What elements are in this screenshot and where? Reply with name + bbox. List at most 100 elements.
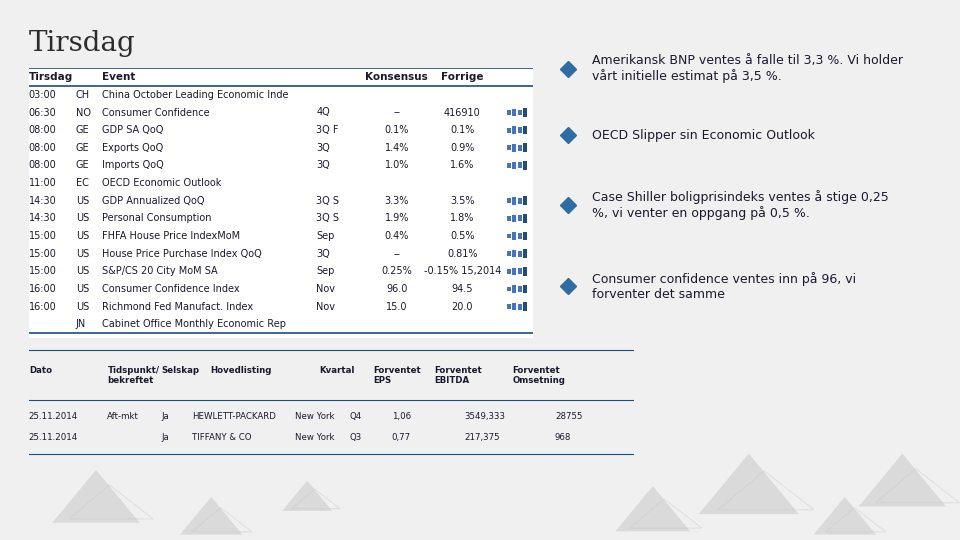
Text: NO: NO bbox=[76, 107, 90, 118]
Bar bbox=[507, 304, 511, 309]
Text: Cabinet Office Monthly Economic Rep: Cabinet Office Monthly Economic Rep bbox=[102, 319, 286, 329]
Text: Sep: Sep bbox=[316, 231, 334, 241]
Text: 15:00: 15:00 bbox=[29, 249, 57, 259]
Text: 3Q: 3Q bbox=[316, 160, 330, 171]
Bar bbox=[523, 267, 527, 275]
Text: 1.0%: 1.0% bbox=[385, 160, 409, 171]
Text: 16:00: 16:00 bbox=[29, 302, 57, 312]
Bar bbox=[517, 215, 521, 221]
Bar bbox=[517, 145, 521, 151]
Text: New York: New York bbox=[295, 434, 334, 442]
Bar bbox=[507, 198, 511, 203]
Text: 968: 968 bbox=[555, 434, 571, 442]
Text: 0.4%: 0.4% bbox=[385, 231, 409, 241]
Bar bbox=[523, 197, 527, 205]
Polygon shape bbox=[52, 470, 140, 523]
Text: House Price Purchase Index QoQ: House Price Purchase Index QoQ bbox=[102, 249, 262, 259]
Bar bbox=[523, 126, 527, 134]
Text: 08:00: 08:00 bbox=[29, 160, 57, 171]
Text: Konsensus: Konsensus bbox=[366, 72, 428, 82]
Bar bbox=[517, 286, 521, 292]
Bar bbox=[512, 161, 516, 169]
Text: New York: New York bbox=[295, 412, 334, 421]
Text: Kvartal: Kvartal bbox=[319, 366, 354, 375]
Text: 03:00: 03:00 bbox=[29, 90, 57, 100]
Text: Aft-mkt: Aft-mkt bbox=[108, 412, 139, 421]
Bar bbox=[507, 234, 511, 239]
Text: 4Q: 4Q bbox=[316, 107, 330, 118]
Polygon shape bbox=[699, 454, 799, 514]
Text: --: -- bbox=[394, 249, 400, 259]
Bar bbox=[523, 249, 527, 258]
Bar bbox=[507, 251, 511, 256]
Text: GE: GE bbox=[76, 125, 89, 135]
Bar bbox=[523, 232, 527, 240]
Bar bbox=[523, 302, 527, 311]
Bar bbox=[523, 144, 527, 152]
Text: 3549,333: 3549,333 bbox=[465, 412, 505, 421]
Text: Forventet
Omsetning: Forventet Omsetning bbox=[513, 366, 565, 385]
Bar bbox=[507, 269, 511, 274]
Bar bbox=[517, 268, 521, 274]
Text: US: US bbox=[76, 284, 89, 294]
Text: 1.9%: 1.9% bbox=[385, 213, 409, 224]
Bar bbox=[512, 126, 516, 134]
Text: 08:00: 08:00 bbox=[29, 125, 57, 135]
Text: China October Leading Economic Inde: China October Leading Economic Inde bbox=[102, 90, 288, 100]
Text: US: US bbox=[76, 231, 89, 241]
Bar bbox=[512, 267, 516, 275]
Bar bbox=[512, 285, 516, 293]
Text: 15:00: 15:00 bbox=[29, 266, 57, 276]
Text: 217,375: 217,375 bbox=[465, 434, 500, 442]
Text: Consumer Confidence: Consumer Confidence bbox=[102, 107, 209, 118]
Text: 1,06: 1,06 bbox=[392, 412, 411, 421]
Bar bbox=[512, 250, 516, 258]
Bar bbox=[507, 216, 511, 221]
Text: Dato: Dato bbox=[29, 366, 52, 375]
Text: EC: EC bbox=[76, 178, 88, 188]
Bar bbox=[507, 128, 511, 133]
Text: Selskap: Selskap bbox=[162, 366, 200, 375]
Text: 28755: 28755 bbox=[555, 412, 583, 421]
Polygon shape bbox=[180, 497, 242, 535]
Text: 20.0: 20.0 bbox=[451, 302, 473, 312]
Text: 3Q S: 3Q S bbox=[316, 213, 339, 224]
Text: FHFA House Price IndexMoM: FHFA House Price IndexMoM bbox=[102, 231, 240, 241]
Text: 3Q S: 3Q S bbox=[316, 195, 339, 206]
Text: GDP Annualized QoQ: GDP Annualized QoQ bbox=[102, 195, 204, 206]
Text: Nov: Nov bbox=[316, 284, 335, 294]
Bar bbox=[523, 285, 527, 293]
Bar bbox=[512, 232, 516, 240]
Polygon shape bbox=[858, 454, 946, 507]
Text: Case Shiller boligprisindeks ventes å stige 0,25
%, vi venter en oppgang på 0,5 : Case Shiller boligprisindeks ventes å st… bbox=[591, 190, 889, 220]
Text: Event: Event bbox=[102, 72, 135, 82]
Text: 25.11.2014: 25.11.2014 bbox=[29, 412, 78, 421]
Text: Consumer confidence ventes inn på 96, vi
forventer det samme: Consumer confidence ventes inn på 96, vi… bbox=[591, 272, 856, 301]
Text: 08:00: 08:00 bbox=[29, 143, 57, 153]
Text: 3Q: 3Q bbox=[316, 249, 330, 259]
Bar bbox=[517, 303, 521, 309]
Text: 3.3%: 3.3% bbox=[385, 195, 409, 206]
Text: Imports QoQ: Imports QoQ bbox=[102, 160, 163, 171]
Text: Tirsdag: Tirsdag bbox=[29, 30, 135, 57]
Text: 15.0: 15.0 bbox=[386, 302, 407, 312]
Bar bbox=[507, 163, 511, 168]
Text: Forventet
EBITDA: Forventet EBITDA bbox=[434, 366, 482, 385]
Text: Hovedlisting: Hovedlisting bbox=[210, 366, 272, 375]
Bar bbox=[517, 233, 521, 239]
Bar bbox=[512, 214, 516, 222]
Text: Forventet
EPS: Forventet EPS bbox=[373, 366, 421, 385]
Polygon shape bbox=[615, 486, 690, 531]
Text: TIFFANY & CO: TIFFANY & CO bbox=[192, 434, 252, 442]
Text: CH: CH bbox=[76, 90, 90, 100]
Text: 1.4%: 1.4% bbox=[385, 143, 409, 153]
Text: OECD Slipper sin Economic Outlook: OECD Slipper sin Economic Outlook bbox=[591, 129, 815, 141]
Text: Forrige: Forrige bbox=[441, 72, 484, 82]
Text: Ja: Ja bbox=[162, 412, 170, 421]
Bar bbox=[517, 198, 521, 204]
Bar bbox=[523, 161, 527, 170]
Bar bbox=[512, 109, 516, 116]
Text: 14:30: 14:30 bbox=[29, 195, 57, 206]
Text: 0.1%: 0.1% bbox=[385, 125, 409, 135]
Text: Amerikansk BNP ventes å falle til 3,3 %. Vi holder
vårt initielle estimat på 3,5: Amerikansk BNP ventes å falle til 3,3 %.… bbox=[591, 54, 902, 83]
